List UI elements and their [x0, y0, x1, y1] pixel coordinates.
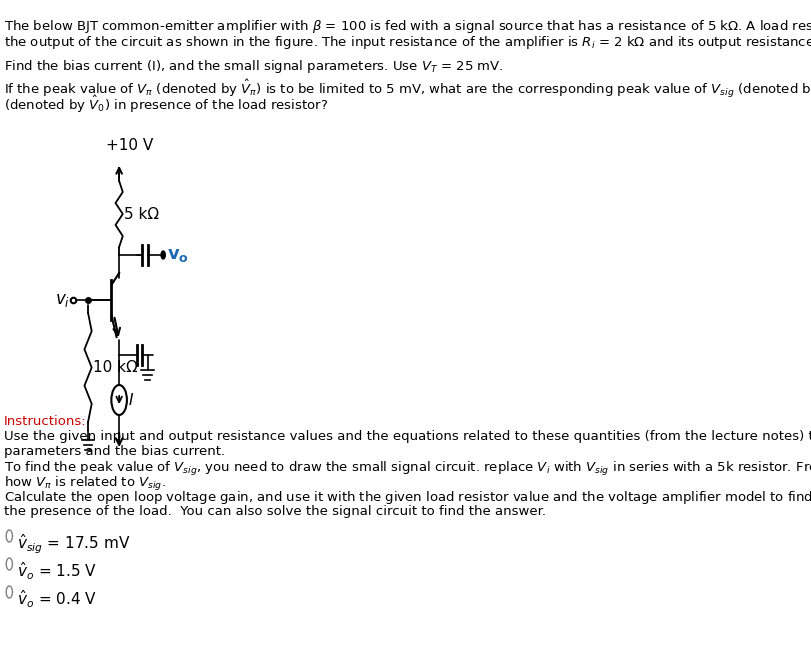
Text: 5 kΩ: 5 kΩ [124, 207, 160, 221]
Text: $\hat{v}_{sig}$ = 17.5 mV: $\hat{v}_{sig}$ = 17.5 mV [16, 532, 130, 555]
Text: Use the given input and output resistance values and the equations related to th: Use the given input and output resistanc… [4, 430, 811, 443]
Text: +10 V: +10 V [106, 138, 153, 153]
Text: parameters and the bias current.: parameters and the bias current. [4, 445, 225, 458]
Text: To find the peak value of $V_{sig}$, you need to draw the small signal circuit. : To find the peak value of $V_{sig}$, you… [4, 460, 811, 478]
Text: The below BJT common-emitter amplifier with $\beta$ = 100 is fed with a signal s: The below BJT common-emitter amplifier w… [4, 18, 811, 35]
Text: (denoted by $\hat{V}_0$) in presence of the load resistor?: (denoted by $\hat{V}_0$) in presence of … [4, 94, 328, 115]
Text: the output of the circuit as shown in the figure. The input resistance of the am: the output of the circuit as shown in th… [4, 34, 811, 51]
Text: Instructions:: Instructions: [4, 415, 87, 428]
Text: $v_i$: $v_i$ [55, 291, 71, 309]
Text: 10 kΩ: 10 kΩ [93, 360, 138, 375]
Text: If the peak value of $V_\pi$ (denoted by $\hat{V}_\pi$) is to be limited to 5 mV: If the peak value of $V_\pi$ (denoted by… [4, 78, 811, 100]
Text: Find the bias current (I), and the small signal parameters. Use $V_T$ = 25 mV.: Find the bias current (I), and the small… [4, 58, 504, 75]
Text: $\mathbf{v_o}$: $\mathbf{v_o}$ [167, 246, 189, 264]
Text: how $V_\pi$ is related to $V_{sig}$.: how $V_\pi$ is related to $V_{sig}$. [4, 475, 166, 493]
Text: Calculate the open loop voltage gain, and use it with the given load resistor va: Calculate the open loop voltage gain, an… [4, 490, 811, 508]
Text: $\hat{v}_o$ = 0.4 V: $\hat{v}_o$ = 0.4 V [16, 588, 97, 609]
Text: $\hat{v}_o$ = 1.5 V: $\hat{v}_o$ = 1.5 V [16, 560, 97, 581]
Circle shape [161, 251, 165, 259]
Text: the presence of the load.  You can also solve the signal circuit to find the ans: the presence of the load. You can also s… [4, 505, 546, 518]
Text: I: I [128, 393, 133, 408]
